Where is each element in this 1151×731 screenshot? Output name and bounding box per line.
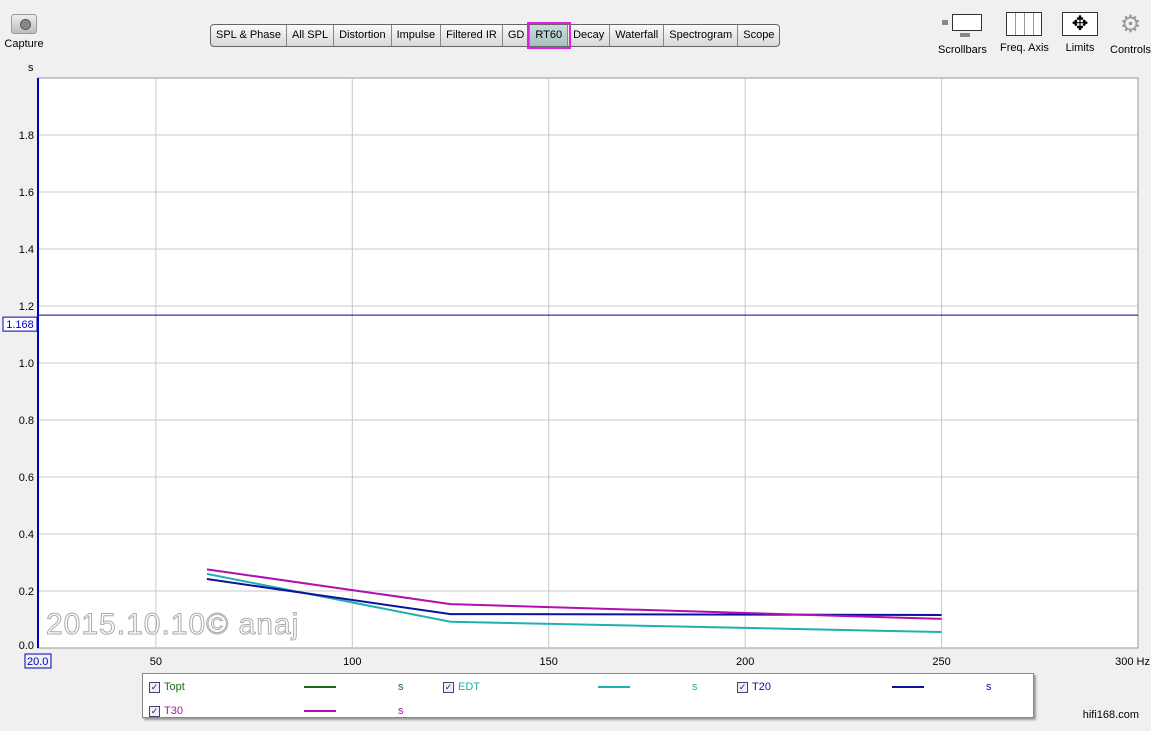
tab-filtered-ir[interactable]: Filtered IR [441,25,503,46]
legend-item-t20: ✓ T20 [737,681,771,693]
legend-swatch [892,686,924,688]
legend: ✓ Topt s ✓ EDT s ✓ T20 s ✓ T30 s [142,673,1034,718]
y-tick-label: 0.0 [19,640,34,652]
controls-label: Controls [1110,44,1151,56]
freq-axis-button[interactable]: Freq. Axis [1000,12,1049,54]
y-tick-label: 0.8 [19,415,34,427]
y-axis-unit: s [28,62,34,74]
controls-button[interactable]: ⚙ Controls [1110,11,1151,57]
site-label: hifi168.com [1082,709,1139,721]
camera-icon [11,14,37,34]
legend-item-topt: ✓ Topt [149,681,185,693]
legend-item-edt: ✓ EDT [443,681,480,693]
x-tick-label: 300 Hz [1115,656,1150,668]
tab-gd[interactable]: GD [503,25,531,46]
legend-label: T20 [752,681,771,693]
cursor-value-box [2,316,38,332]
limits-button[interactable]: ✥ Limits [1062,12,1098,54]
tab-spl-phase[interactable]: SPL & Phase [211,25,288,46]
x-start-box [24,653,52,669]
y-tick-label: 0.6 [19,472,34,484]
graph-tabs: SPL & Phase All SPL Distortion Impulse Filte… [210,22,781,49]
legend-item-t30: ✓ T30 [149,705,183,717]
limits-icon: ✥ [1062,12,1098,36]
legend-label: Topt [164,681,185,693]
y-tick-label: 1.2 [19,301,34,313]
x-tick-label: 250 [932,656,950,668]
checkbox-t30[interactable]: ✓ [149,705,160,717]
x-tick-label: 20.0 [27,656,48,668]
legend-unit: s [398,705,404,717]
legend-label: EDT [458,681,480,693]
checkbox-t20[interactable]: ✓ [737,681,748,693]
legend-swatch [598,686,630,688]
legend-unit: s [692,681,698,693]
tab-rt60[interactable]: RT60 [527,22,572,49]
tab-all-spl[interactable]: All SPL [287,25,335,46]
capture-label: Capture [4,38,44,50]
y-tick-label: 1.8 [19,130,34,142]
tab-distortion[interactable]: Distortion [334,25,392,46]
scrollbars-button[interactable]: Scrollbars [938,12,987,56]
y-tick-label: 0.2 [19,586,34,598]
watermark: 2015.10.10© anaj [45,608,300,642]
x-tick-label: 200 [736,656,754,668]
checkbox-topt[interactable]: ✓ [149,681,160,693]
legend-swatch [304,710,336,712]
y-tick-label: 1.6 [19,187,34,199]
x-tick-label: 100 [343,656,361,668]
checkbox-edt[interactable]: ✓ [443,681,454,693]
y-tick-label: 0.4 [19,529,34,541]
tab-waterfall[interactable]: Waterfall [610,25,665,46]
tab-impulse[interactable]: Impulse [392,25,442,46]
x-tick-label: 50 [150,656,162,668]
scrollbars-icon [940,12,984,38]
tab-spectrogram[interactable]: Spectrogram [664,25,739,46]
limits-label: Limits [1065,42,1095,54]
freq-axis-label: Freq. Axis [1000,42,1049,54]
x-tick-label: 150 [540,656,558,668]
legend-swatch [304,686,336,688]
legend-unit: s [986,681,992,693]
tab-decay[interactable]: Decay [568,25,611,46]
gear-icon: ⚙ [1119,11,1142,38]
freq-axis-icon [1006,12,1043,36]
y-tick-label: 1.4 [19,244,34,256]
legend-label: T30 [164,705,183,717]
tab-scope[interactable]: Scope [743,29,775,41]
legend-unit: s [398,681,404,693]
y-tick-label: 1.0 [19,358,34,370]
capture-button[interactable]: Capture [4,14,44,50]
scrollbars-label: Scrollbars [938,44,987,56]
cursor-value: 1.168 [6,319,34,331]
